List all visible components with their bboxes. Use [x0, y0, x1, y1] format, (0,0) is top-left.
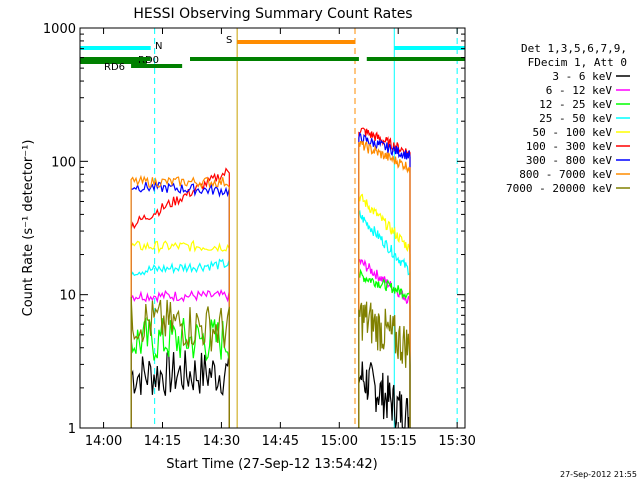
flag-bars: RD0RD6NS — [80, 35, 465, 73]
x-tick-label: 15:15 — [379, 434, 416, 449]
series-7-segment-0 — [130, 174, 230, 428]
legend-entry-0: 3 - 6 keV — [552, 70, 612, 83]
series-5-segment-0 — [130, 167, 230, 428]
legend-entry-3: 25 - 50 keV — [539, 112, 612, 125]
y-axis-label: Count Rate (s⁻¹ detector⁻¹) — [21, 140, 36, 317]
x-tick-label: 15:30 — [438, 434, 475, 449]
series-1-segment-0 — [130, 288, 230, 428]
legend-entry-6: 300 - 800 keV — [526, 154, 612, 167]
x-tick-label: 14:15 — [144, 434, 181, 449]
legend-entry-5: 100 - 300 keV — [526, 140, 612, 153]
x-tick-label: 14:30 — [203, 434, 240, 449]
series-2-segment-0 — [130, 317, 230, 428]
legend-entry-2: 12 - 25 keV — [539, 98, 612, 111]
legend-entry-8: 7000 - 20000 keV — [506, 182, 612, 195]
series-5-segment-1 — [358, 127, 411, 428]
timestamp: 27-Sep-2012 21:55 — [560, 470, 637, 479]
chart-title: HESSI Observing Summary Count Rates — [133, 6, 412, 22]
series-0-segment-0 — [130, 350, 230, 428]
series-3-segment-0 — [130, 258, 230, 428]
series-2-segment-1 — [358, 268, 411, 428]
series-0-segment-1 — [358, 361, 411, 429]
series-lines — [130, 127, 411, 429]
legend-header-2: FDecim 1, Att 0 — [528, 56, 627, 69]
plot-frame — [79, 27, 466, 429]
legend-entry-7: 800 - 7000 keV — [519, 168, 612, 181]
flag-label-n: N — [155, 41, 162, 52]
series-4-segment-0 — [130, 239, 230, 428]
axes: 14:00 14:15 14:30 14:45 15:00 15:15 15:30 1 10 10… — [43, 22, 476, 449]
x-tick-label: 14:45 — [262, 434, 299, 449]
flag-label-rd6: RD6 — [104, 62, 125, 73]
x-axis-label: Start Time (27-Sep-12 13:54:42) — [166, 457, 377, 472]
y-tick-label: 10 — [59, 289, 76, 304]
legend: Det 1,3,5,6,7,9, FDecim 1, Att 0 3 - 6 k… — [506, 42, 630, 195]
legend-header-1: Det 1,3,5,6,7,9, — [521, 42, 627, 55]
series-7-segment-1 — [358, 140, 411, 428]
y-tick-label: 100 — [51, 155, 76, 170]
legend-entry-4: 50 - 100 keV — [533, 126, 613, 139]
series-4-segment-1 — [358, 193, 411, 428]
series-6-segment-0 — [130, 181, 230, 428]
series-3-segment-1 — [358, 210, 411, 428]
x-tick-label: 14:00 — [85, 434, 122, 449]
flag-label-s: S — [226, 35, 232, 46]
y-tick-label: 1 — [68, 422, 76, 437]
series-8-segment-0 — [130, 296, 230, 428]
legend-entry-1: 6 - 12 keV — [546, 84, 613, 97]
y-tick-label: 1000 — [43, 22, 76, 37]
series-8-segment-1 — [358, 301, 411, 428]
x-tick-label: 15:00 — [321, 434, 358, 449]
series-6-segment-1 — [358, 131, 411, 428]
